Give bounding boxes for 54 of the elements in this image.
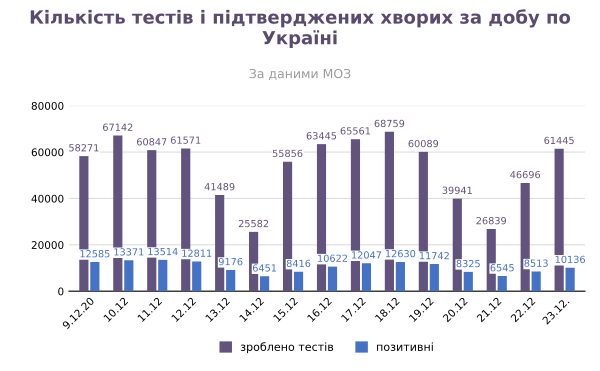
bar xyxy=(294,272,304,292)
data-label: 65561 xyxy=(340,127,370,135)
chart-subtitle: За даними МОЗ xyxy=(250,68,350,80)
data-label: 61445 xyxy=(544,136,574,144)
bar xyxy=(498,276,507,292)
data-label: 6451 xyxy=(252,264,276,272)
data-label: 6545 xyxy=(490,264,514,272)
data-label: 60089 xyxy=(408,140,438,148)
data-label: 11742 xyxy=(420,252,449,260)
bar xyxy=(90,262,100,292)
bar xyxy=(226,270,236,292)
data-label: 12630 xyxy=(386,250,416,258)
bar xyxy=(464,272,473,292)
data-label: 58271 xyxy=(69,144,98,152)
legend-label: позитивні xyxy=(377,342,433,351)
y-tick-label: 20000 xyxy=(32,241,64,249)
bar xyxy=(192,262,202,292)
data-label: 63445 xyxy=(306,132,336,140)
bar xyxy=(158,260,168,292)
data-label: 46696 xyxy=(510,170,540,178)
data-label: 10136 xyxy=(556,256,585,264)
bar xyxy=(260,276,270,292)
data-label: 39941 xyxy=(442,186,472,194)
chart-title: Кількість тестів і підтверджених хворих за добу по Україні xyxy=(30,9,570,48)
bar xyxy=(362,263,372,292)
bar xyxy=(328,266,338,292)
y-tick-label: 80000 xyxy=(32,102,64,110)
bar xyxy=(566,268,575,292)
bar xyxy=(532,271,541,292)
y-tick-label: 60000 xyxy=(32,148,64,156)
data-label: 13371 xyxy=(114,248,144,256)
y-tick-label: 0 xyxy=(58,287,64,296)
data-label: 12585 xyxy=(80,250,110,258)
data-label: 10622 xyxy=(318,254,347,262)
legend-label: зроблено тестів xyxy=(240,342,334,354)
y-tick-label: 40000 xyxy=(32,194,64,203)
data-label: 68759 xyxy=(374,120,404,128)
data-label: 13514 xyxy=(148,248,178,256)
data-label: 9176 xyxy=(218,258,242,266)
data-label: 8513 xyxy=(524,259,548,267)
data-label: 12047 xyxy=(352,251,382,259)
data-label: 55856 xyxy=(272,150,302,158)
data-label: 12811 xyxy=(182,250,212,257)
data-label: 26839 xyxy=(476,216,506,224)
data-label: 41489 xyxy=(204,183,234,190)
data-label: 25582 xyxy=(238,220,268,228)
data-label: 67142 xyxy=(103,124,132,131)
data-label: 8325 xyxy=(456,260,480,268)
data-label: 8416 xyxy=(286,260,310,268)
bar xyxy=(124,260,134,292)
data-label: 61571 xyxy=(170,136,200,144)
data-label: 60847 xyxy=(136,138,166,146)
bar xyxy=(430,264,439,292)
bar xyxy=(396,262,405,292)
